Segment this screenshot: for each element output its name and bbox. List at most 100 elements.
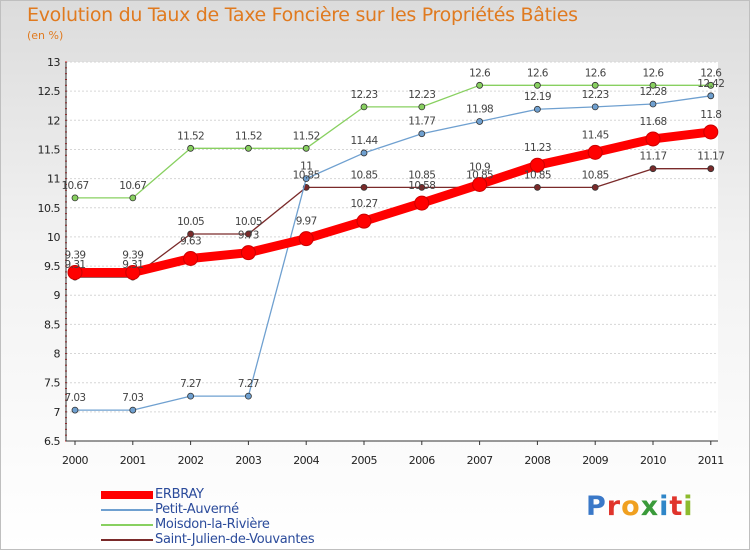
y-tick-label: 8 [54, 348, 61, 361]
data-point [360, 149, 368, 157]
data-point [472, 176, 488, 192]
data-label: 12.6 [527, 67, 549, 79]
data-label: 7.03 [122, 392, 143, 404]
legend-item-moisdon-la-riviere: Moisdon-la-Rivière [101, 517, 314, 532]
data-point [418, 130, 426, 138]
x-tick-label: 2001 [120, 454, 146, 467]
data-point [534, 81, 541, 89]
data-label: 11.77 [408, 116, 435, 128]
data-point [414, 195, 430, 211]
logo-letter: i [659, 491, 670, 522]
legend: ERBRAY Petit-Auverné Moisdon-la-Rivière … [101, 487, 315, 547]
legend-label-petit-auverne: Petit-Auverné [155, 502, 239, 517]
data-label: 9.63 [180, 235, 201, 247]
data-label: 9.31 [122, 259, 143, 271]
data-label: 12.6 [643, 67, 665, 79]
data-label: 11.17 [697, 151, 724, 163]
y-tick-label: 11.5 [38, 143, 61, 156]
y-tick-label: 12 [47, 114, 60, 127]
data-point [71, 406, 79, 414]
data-point [298, 231, 314, 247]
series-1 [71, 92, 715, 414]
data-label: 12.6 [700, 67, 722, 79]
data-label: 11.17 [639, 151, 666, 163]
data-point [71, 194, 79, 202]
chart-title: Evolution du Taux de Taxe Foncière sur l… [27, 4, 578, 26]
data-label: 11.98 [466, 103, 493, 115]
logo-letter: P [586, 491, 607, 522]
data-label: 11 [300, 161, 312, 173]
series-line [74, 84, 712, 199]
data-label: 11.68 [639, 116, 666, 128]
data-point [187, 230, 195, 238]
legend-swatch-saint-julien-de-vouvantes [101, 538, 153, 541]
data-label: 10.27 [350, 198, 377, 210]
logo-letter: x [640, 491, 660, 522]
data-point [244, 144, 252, 152]
data-point [418, 103, 426, 111]
data-label: 9.39 [65, 249, 86, 261]
data-point [129, 194, 137, 202]
data-label: 12.19 [524, 91, 551, 103]
data-label: 12.23 [582, 89, 609, 101]
legend-item-erbray: ERBRAY [101, 487, 314, 502]
legend-item-saint-julien-de-vouvantes: Saint-Julien-de-Vouvantes [101, 532, 315, 547]
data-label: 10.9 [469, 161, 490, 173]
data-label: 9.39 [122, 249, 143, 261]
y-tick-label: 12.5 [38, 85, 61, 98]
data-point [529, 157, 545, 173]
data-label: 12.42 [697, 78, 724, 90]
data-label: 11.23 [524, 142, 551, 154]
data-label: 9.97 [296, 216, 317, 228]
data-point [476, 118, 484, 125]
data-label: 12.6 [469, 67, 491, 79]
y-tick-label: 10.5 [38, 202, 61, 215]
legend-item-petit-auverne: Petit-Auverné [101, 502, 314, 517]
data-point [649, 165, 657, 173]
y-tick-label: 6.5 [44, 435, 60, 448]
y-tick-label: 7.5 [44, 377, 60, 390]
data-point [591, 103, 599, 111]
y-tick-label: 13 [47, 56, 60, 69]
data-label: 10.05 [177, 216, 204, 228]
x-tick-label: 2005 [351, 454, 377, 467]
data-label: 11.52 [177, 130, 204, 142]
data-label: 12.6 [585, 67, 607, 79]
data-point [587, 144, 603, 160]
data-point [591, 183, 599, 191]
x-tick-label: 2006 [409, 454, 435, 467]
data-point [302, 175, 310, 183]
data-point [645, 131, 661, 147]
series-2 [71, 81, 715, 202]
data-label: 11.52 [235, 130, 262, 142]
x-tick-label: 2003 [235, 454, 261, 467]
data-label: 10.05 [235, 216, 262, 228]
data-label: 10.85 [293, 169, 320, 181]
y-tick-label: 8.5 [44, 318, 60, 331]
data-point [129, 406, 137, 414]
data-point [703, 124, 719, 140]
data-label: 10.67 [119, 180, 146, 192]
data-point [302, 144, 310, 152]
logo-letter: r [606, 491, 622, 522]
legend-swatch-moisdon-la-riviere [101, 523, 153, 526]
data-point [360, 103, 368, 111]
y-tick-label: 9.5 [44, 260, 60, 273]
data-label: 11.44 [350, 135, 378, 147]
data-point [67, 264, 83, 280]
data-point [125, 264, 141, 280]
data-point [707, 92, 715, 100]
plot-area [66, 62, 718, 441]
data-point [591, 81, 599, 89]
legend-label-saint-julien-de-vouvantes: Saint-Julien-de-Vouvantes [155, 532, 315, 547]
data-point [244, 230, 252, 238]
data-label: 10.85 [408, 169, 435, 181]
x-tick-label: 2007 [467, 454, 493, 467]
series-0 [67, 124, 719, 280]
x-tick-label: 2011 [698, 454, 724, 467]
legend-swatch-petit-auverne [101, 508, 153, 511]
data-label: 10.85 [524, 169, 551, 181]
x-tick-label: 2000 [62, 454, 88, 467]
data-label: 9.73 [238, 230, 259, 242]
